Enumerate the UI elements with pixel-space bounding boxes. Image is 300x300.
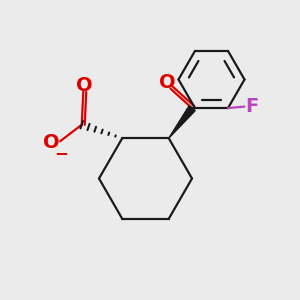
Text: O: O [44, 133, 60, 152]
Text: F: F [245, 97, 259, 116]
Text: −: − [55, 144, 69, 162]
Text: O: O [159, 73, 176, 92]
Polygon shape [169, 106, 195, 138]
Text: O: O [76, 76, 93, 94]
